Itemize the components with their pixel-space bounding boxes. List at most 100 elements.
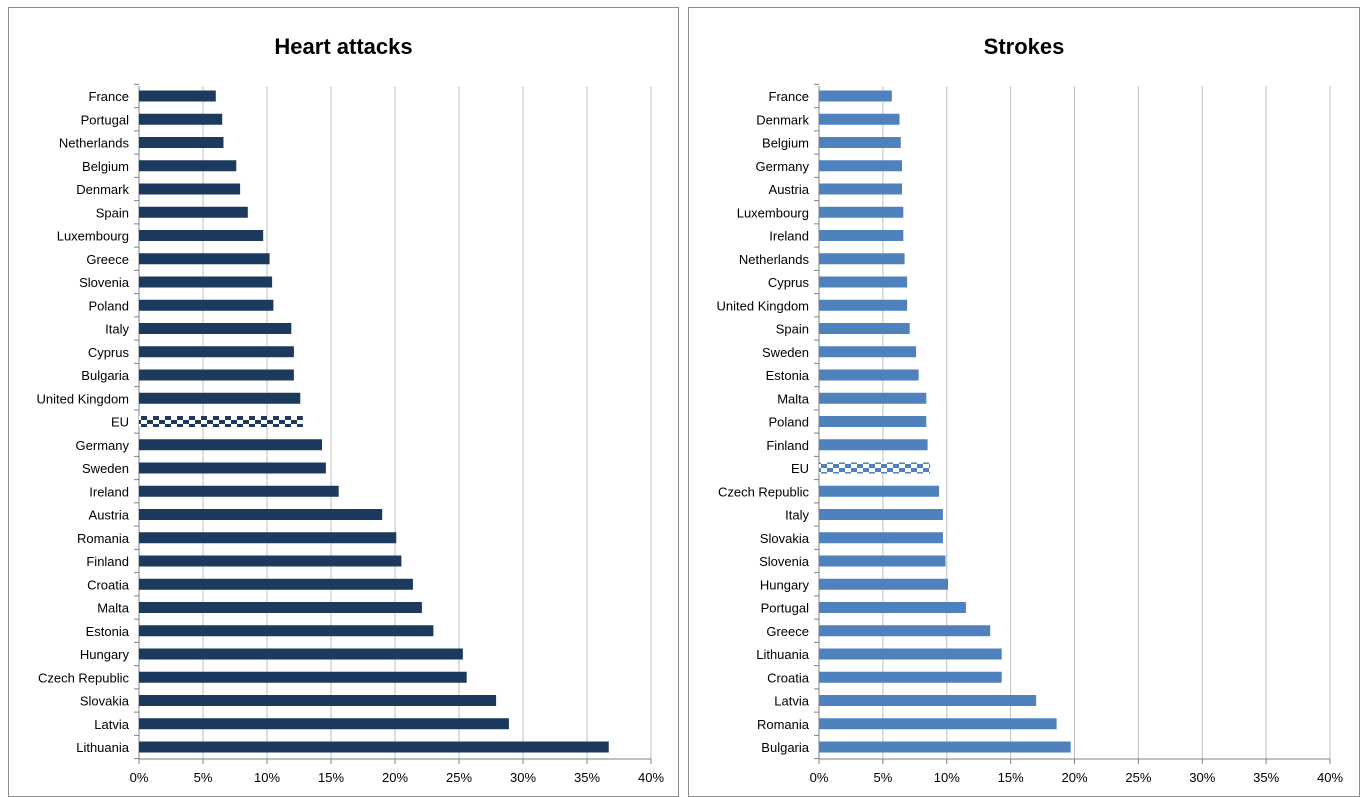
- bar: [139, 276, 273, 288]
- category-label: Czech Republic: [718, 484, 810, 499]
- bar: [819, 648, 1002, 660]
- bar: [139, 206, 248, 218]
- bar: [139, 462, 326, 474]
- heart-attacks-chart-panel: Heart attacks 0% 5% 10% 15% 20% 25% 30% 35% 40% F…: [8, 7, 679, 797]
- bar: [819, 230, 904, 241]
- x-tick-label: 5%: [194, 770, 213, 785]
- category-label: Italy: [785, 508, 809, 523]
- strokes-chart: 0% 5% 10% 15% 20% 25% 30% 35% 40% France Denmark Be…: [717, 83, 1343, 785]
- category-label: Ireland: [769, 229, 809, 244]
- category-label: Belgium: [82, 159, 129, 174]
- bar: [139, 671, 467, 683]
- bar: [819, 416, 927, 427]
- bar: [819, 183, 903, 195]
- strokes-chart-panel: Strokes 0% 5% 10% 15% 20% 25% 30% 35% 40% France D…: [688, 7, 1360, 797]
- category-label: France: [89, 89, 129, 104]
- category-label: Croatia: [87, 577, 130, 592]
- bar: [139, 323, 292, 334]
- bar: [819, 323, 910, 334]
- category-label: Denmark: [756, 112, 809, 127]
- x-tick-label: 15%: [318, 770, 344, 785]
- category-label: EU: [791, 461, 809, 476]
- bar: [139, 392, 301, 404]
- chart-title: Heart attacks: [274, 34, 413, 59]
- bar: [139, 625, 434, 637]
- x-tick-label: 15%: [998, 770, 1024, 785]
- bar: [819, 741, 1071, 753]
- category-label: Poland: [89, 298, 129, 313]
- category-label: Romania: [77, 531, 130, 546]
- category-label: Czech Republic: [38, 670, 130, 685]
- bar: [139, 602, 422, 613]
- bar: [139, 253, 270, 265]
- category-label: Germany: [76, 438, 130, 453]
- bar: [819, 206, 904, 218]
- x-tick-label: 25%: [1125, 770, 1151, 785]
- x-tick-label: 10%: [934, 770, 960, 785]
- category-label: Greece: [86, 252, 129, 267]
- bar: [819, 509, 943, 520]
- bar: [139, 578, 413, 590]
- category-label: Sweden: [82, 461, 129, 476]
- bar-highlight: [139, 416, 303, 427]
- category-label: Luxembourg: [737, 205, 809, 220]
- category-label: Slovakia: [80, 694, 130, 709]
- category-label: Poland: [769, 415, 809, 430]
- category-label: Luxembourg: [57, 229, 129, 244]
- x-tick-label: 40%: [1317, 770, 1343, 785]
- category-label: Malta: [97, 601, 130, 616]
- bar: [819, 276, 908, 288]
- bar: [139, 695, 497, 706]
- bar: [139, 509, 383, 520]
- bar: [819, 346, 917, 358]
- bar: [819, 625, 991, 637]
- x-tick-label: 0%: [810, 770, 829, 785]
- category-label: Spain: [96, 205, 129, 220]
- category-label: Netherlands: [739, 252, 810, 267]
- bar: [819, 253, 905, 265]
- category-label: Cyprus: [768, 275, 810, 290]
- category-label: Croatia: [767, 670, 810, 685]
- bar: [139, 648, 463, 660]
- category-label: Germany: [756, 159, 810, 174]
- category-label: Denmark: [76, 182, 129, 197]
- bar: [139, 532, 397, 544]
- x-tick-label: 25%: [446, 770, 472, 785]
- bar: [819, 392, 927, 404]
- x-tick-label: 35%: [1253, 770, 1279, 785]
- bar: [819, 160, 903, 172]
- category-label: Lithuania: [756, 647, 810, 662]
- category-label: Hungary: [80, 647, 130, 662]
- bar: [139, 160, 237, 172]
- bar: [139, 299, 274, 311]
- category-label: Ireland: [89, 484, 129, 499]
- bar: [139, 741, 609, 753]
- category-label: Netherlands: [59, 136, 130, 151]
- x-tick-label: 20%: [382, 770, 408, 785]
- bar: [139, 718, 509, 730]
- bar: [139, 369, 294, 381]
- category-label: France: [769, 89, 809, 104]
- bar-highlight: [819, 462, 931, 474]
- bar: [139, 137, 224, 148]
- bar: [139, 230, 264, 241]
- category-label: Spain: [776, 322, 809, 337]
- category-label: Austria: [89, 508, 130, 523]
- category-label: Finland: [86, 554, 129, 569]
- bar: [819, 369, 919, 381]
- category-label: Portugal: [81, 112, 130, 127]
- bar: [819, 671, 1002, 683]
- x-tick-label: 10%: [254, 770, 280, 785]
- category-label: Sweden: [762, 345, 809, 360]
- bar: [819, 695, 1037, 706]
- category-label: Estonia: [766, 368, 810, 383]
- bar: [819, 532, 943, 544]
- x-tick-label: 20%: [1061, 770, 1087, 785]
- category-label: Romania: [757, 717, 810, 732]
- chart-title: Strokes: [983, 34, 1065, 59]
- category-label: Estonia: [86, 624, 130, 639]
- category-label: Lithuania: [76, 740, 130, 755]
- x-tick-label: 5%: [873, 770, 892, 785]
- x-tick-label: 35%: [574, 770, 600, 785]
- bar: [139, 346, 294, 358]
